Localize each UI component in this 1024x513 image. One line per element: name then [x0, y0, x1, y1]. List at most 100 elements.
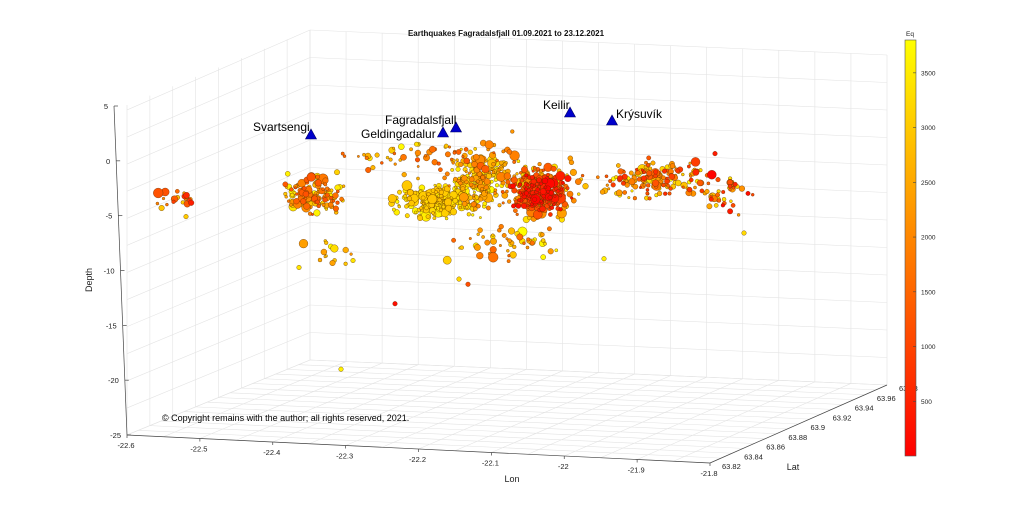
- earthquake-point: [667, 191, 672, 196]
- y-axis-label: Lat: [787, 462, 800, 472]
- earthquake-point: [468, 195, 474, 201]
- earthquake-point: [521, 202, 527, 209]
- earthquake-point: [510, 183, 516, 189]
- earthquake-point: [665, 176, 669, 180]
- earthquake-point: [506, 259, 511, 263]
- earthquake-point: [443, 143, 449, 149]
- earthquake-point: [539, 205, 546, 212]
- earthquake-point: [729, 199, 733, 203]
- earthquake-point: [506, 249, 510, 253]
- earthquake-point: [329, 188, 334, 193]
- earthquake-point: [490, 237, 497, 245]
- earthquake-point: [707, 170, 717, 180]
- earthquake-point: [498, 244, 502, 247]
- z-tick-label: 5: [104, 102, 108, 111]
- earthquake-point: [687, 164, 691, 169]
- earthquake-point: [454, 185, 457, 189]
- earthquake-point: [556, 188, 561, 193]
- earthquake-point: [653, 169, 659, 175]
- earthquake-point: [343, 261, 348, 266]
- earthquake-point: [313, 209, 321, 217]
- earthquake-point: [444, 171, 450, 177]
- x-tick-label: -22.2: [409, 455, 426, 464]
- colorbar-tick-label: 1500: [921, 289, 936, 296]
- earthquake-point: [510, 176, 518, 184]
- earthquake-point: [461, 201, 468, 207]
- earthquake-point: [416, 176, 420, 181]
- earthquake-point: [417, 215, 423, 221]
- z-axis-label: Depth: [84, 268, 94, 292]
- earthquake-point: [183, 192, 190, 199]
- site-fagradalsfjall: Fagradalsfjall: [385, 113, 463, 133]
- earthquake-point: [510, 129, 515, 134]
- earthquake-point: [338, 366, 344, 372]
- earthquake-point: [661, 175, 666, 180]
- earthquake-point: [321, 203, 326, 207]
- earthquake-point: [431, 211, 435, 215]
- earthquake-point: [640, 168, 645, 172]
- y-tick-label: 63.92: [833, 413, 852, 422]
- earthquake-point: [349, 252, 353, 256]
- earthquake-point: [331, 199, 336, 203]
- earthquake-point: [437, 197, 442, 203]
- earthquake-point: [447, 184, 451, 188]
- y-tick-label: 63.86: [766, 443, 785, 452]
- earthquake-point: [483, 178, 491, 185]
- earthquake-point: [582, 183, 589, 190]
- earthquake-point: [652, 179, 660, 187]
- earthquake-point: [559, 187, 564, 191]
- earthquake-point: [300, 198, 307, 205]
- earthquake-point: [330, 244, 339, 253]
- earthquake-point: [617, 168, 624, 175]
- earthquake-point: [445, 151, 451, 158]
- earthquake-point: [421, 202, 425, 206]
- earthquake-point: [566, 190, 574, 198]
- earthquake-point: [646, 170, 653, 177]
- earthquake-point: [287, 199, 291, 203]
- earthquake-point: [419, 206, 423, 210]
- earthquake-point: [636, 177, 642, 182]
- earthquake-point: [380, 161, 384, 165]
- earthquake-point: [495, 158, 499, 163]
- earthquake-point: [628, 170, 634, 176]
- earthquake-point: [426, 192, 431, 197]
- earthquake-point: [450, 208, 457, 216]
- earthquake-point: [350, 258, 356, 263]
- earthquake-point: [518, 190, 522, 195]
- earthquake-point: [458, 200, 463, 205]
- earthquake-point: [732, 181, 738, 187]
- earthquake-point: [721, 190, 726, 194]
- earthquake-point: [541, 238, 546, 243]
- earthquake-point: [335, 200, 340, 205]
- earthquake-point: [342, 246, 349, 254]
- site-label: Fagradalsfjall: [385, 113, 456, 127]
- earthquake-point: [444, 185, 451, 192]
- earthquake-point: [505, 237, 509, 241]
- earthquake-point: [708, 196, 714, 202]
- earthquake-point: [476, 252, 484, 260]
- earthquake-point: [461, 155, 465, 159]
- z-tick-label: -20: [108, 376, 119, 385]
- earthquake-point: [521, 166, 528, 173]
- earthquake-point: [751, 193, 755, 197]
- earthquake-point: [524, 173, 529, 178]
- earthquake-point: [501, 233, 507, 238]
- earthquake-point: [357, 155, 360, 158]
- earthquake-point: [471, 213, 475, 217]
- earthquake-point: [455, 149, 462, 155]
- earthquake-point: [474, 244, 481, 251]
- x-tick-label: -22.6: [117, 441, 134, 450]
- earthquake-point: [315, 174, 320, 180]
- earthquake-point: [515, 203, 522, 209]
- earthquake-point: [451, 161, 455, 165]
- earthquake-point: [704, 189, 710, 194]
- earthquake-point: [712, 151, 718, 157]
- earthquake-point: [741, 230, 747, 236]
- earthquake-point: [507, 238, 512, 243]
- earthquake-point: [745, 191, 751, 196]
- earthquake-point: [669, 163, 676, 169]
- earthquake-point: [302, 190, 310, 198]
- earthquake-point: [498, 160, 504, 166]
- earthquake-point: [535, 187, 540, 192]
- earthquake-point: [515, 212, 519, 216]
